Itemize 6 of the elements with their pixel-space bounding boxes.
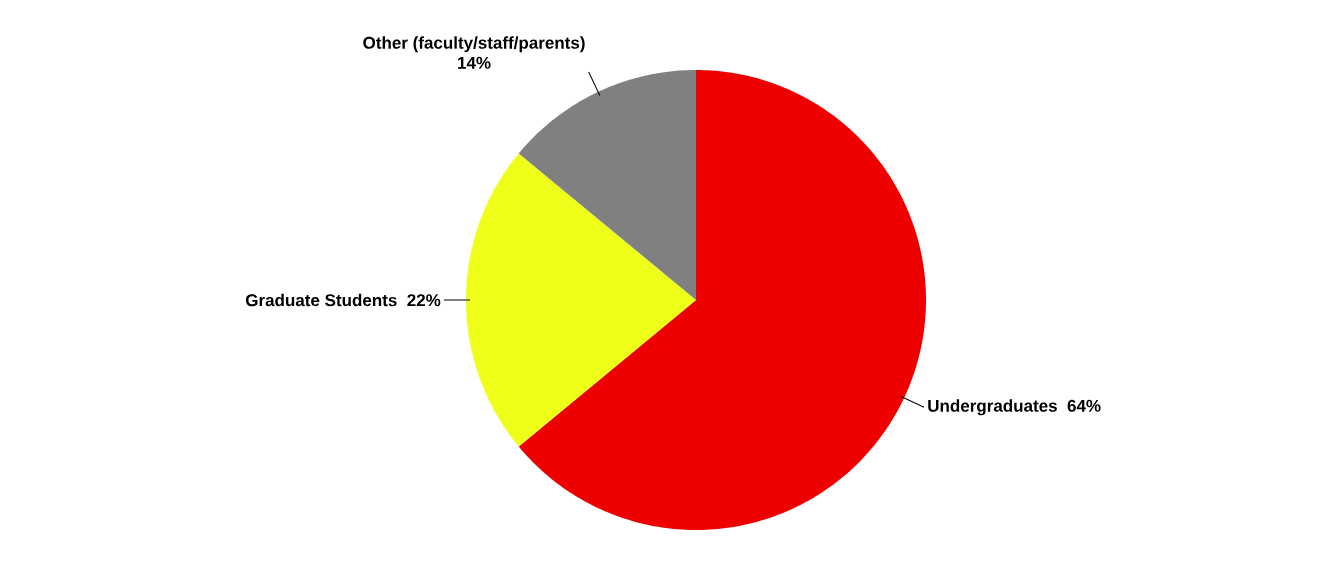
data-label: 22% xyxy=(407,294,441,307)
slice-label: Graduate Students xyxy=(245,293,397,307)
data-label: 64% xyxy=(1067,399,1101,412)
slice-label: Undergraduates xyxy=(928,399,1057,416)
data-label: 14% xyxy=(458,56,491,69)
slice-label: Other (faculty/staff/parents) xyxy=(363,36,585,53)
